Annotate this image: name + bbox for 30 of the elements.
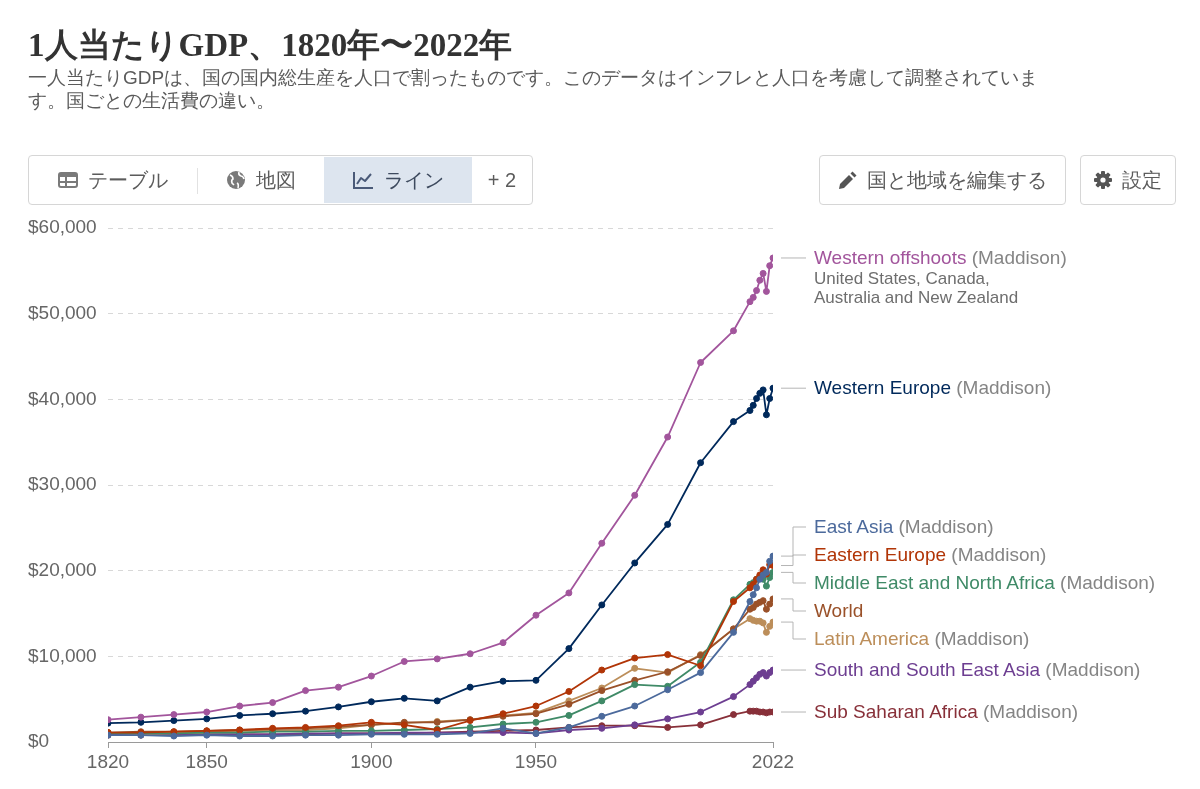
text: Sub Saharan Africa (Maddison) <box>814 701 1079 723</box>
y-tick-label: $20,000 <box>28 558 97 580</box>
table-tab: テーブル <box>29 157 197 203</box>
edit-button: 国と地域を編集する <box>819 155 1066 205</box>
text: East Asia (Maddison) <box>814 516 994 537</box>
text: Western Europe (Maddison) <box>814 377 1052 399</box>
y-tick-label: $30,000 <box>28 473 97 495</box>
map-tab: 地図 <box>197 157 324 203</box>
text: World <box>814 600 864 621</box>
chart-tab: ライン <box>324 157 472 203</box>
y-tick-label: $40,000 <box>28 387 97 409</box>
more-tab: + 2 <box>472 157 532 203</box>
text: Western offshoots (Maddison) <box>814 246 1067 268</box>
x-tick-label: 1900 <box>350 750 393 772</box>
y-tick-label: $60,000 <box>28 216 97 238</box>
annotation: United States, Canada, Australia and New Zealand <box>814 268 1020 307</box>
text: Middle East and North Africa (Maddison) <box>814 572 1156 593</box>
settings-button: 設定 <box>1080 155 1176 205</box>
chart-title: 1人当たりGDP、1820年〜2022年 <box>28 26 513 65</box>
text: South and South East Asia (Maddison) <box>814 659 1141 681</box>
x-tick-label: 1950 <box>514 750 558 772</box>
x-tick-label: 2022 <box>751 750 795 772</box>
y-tick-label: $50,000 <box>28 301 97 323</box>
text: Latin America (Maddison) <box>814 628 1030 649</box>
x-tick-label: 1850 <box>185 750 228 772</box>
y-tick-label: $0 <box>28 730 50 752</box>
text: Eastern Europe (Maddison) <box>814 544 1047 565</box>
x-tick-label: 1820 <box>86 750 130 772</box>
y-tick-label: $10,000 <box>28 644 97 666</box>
chart-subtitle: 一人当たりGDPは、国の国内総生産を人口で割ったものです。このデータはインフレと人口を考慮して調整されています。国ごとの生活費の違い。 <box>28 66 1040 112</box>
